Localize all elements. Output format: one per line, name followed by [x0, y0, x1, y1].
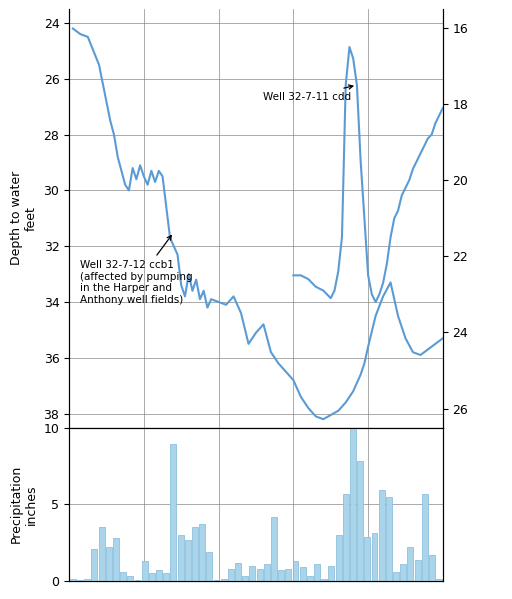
- Bar: [429, 555, 435, 581]
- Bar: [106, 547, 112, 581]
- Text: Well 32-7-11 cdd: Well 32-7-11 cdd: [264, 85, 353, 101]
- Bar: [242, 576, 248, 581]
- Bar: [271, 516, 277, 581]
- Bar: [314, 564, 320, 581]
- Bar: [156, 570, 162, 581]
- Bar: [307, 576, 313, 581]
- Bar: [372, 534, 377, 581]
- Bar: [214, 580, 220, 581]
- Bar: [127, 576, 133, 581]
- Bar: [408, 547, 413, 581]
- Bar: [400, 564, 406, 581]
- Bar: [149, 573, 155, 581]
- Bar: [185, 540, 190, 581]
- Y-axis label: Depth to water
feet: Depth to water feet: [10, 171, 38, 265]
- Bar: [436, 579, 442, 581]
- Text: Well 32-7-12 ccb1
(affected by pumping
in the Harper and
Anthony well fields): Well 32-7-12 ccb1 (affected by pumping i…: [80, 235, 193, 305]
- Bar: [221, 579, 227, 581]
- Bar: [163, 573, 169, 581]
- Bar: [393, 572, 399, 581]
- Bar: [84, 579, 90, 581]
- Bar: [322, 579, 327, 581]
- Bar: [92, 549, 97, 581]
- Bar: [300, 567, 306, 581]
- Bar: [278, 570, 284, 581]
- Bar: [70, 579, 76, 581]
- Bar: [228, 569, 234, 581]
- Bar: [350, 428, 356, 581]
- Bar: [336, 535, 342, 581]
- Bar: [329, 565, 334, 581]
- Bar: [120, 572, 126, 581]
- Bar: [379, 491, 385, 581]
- Bar: [415, 559, 420, 581]
- Bar: [192, 527, 198, 581]
- Bar: [99, 527, 104, 581]
- Bar: [249, 565, 255, 581]
- Bar: [343, 494, 349, 581]
- Bar: [264, 564, 270, 581]
- Bar: [135, 580, 140, 581]
- Bar: [178, 535, 183, 581]
- Bar: [285, 569, 291, 581]
- Bar: [199, 524, 205, 581]
- Bar: [142, 561, 147, 581]
- Y-axis label: Precipitation
inches: Precipitation inches: [10, 465, 38, 543]
- Bar: [365, 537, 370, 581]
- Bar: [113, 538, 119, 581]
- Bar: [422, 494, 428, 581]
- Bar: [235, 562, 241, 581]
- Bar: [206, 552, 212, 581]
- Bar: [386, 497, 392, 581]
- Bar: [170, 444, 176, 581]
- Bar: [257, 569, 263, 581]
- Bar: [357, 461, 363, 581]
- Bar: [77, 580, 83, 581]
- Bar: [292, 561, 298, 581]
